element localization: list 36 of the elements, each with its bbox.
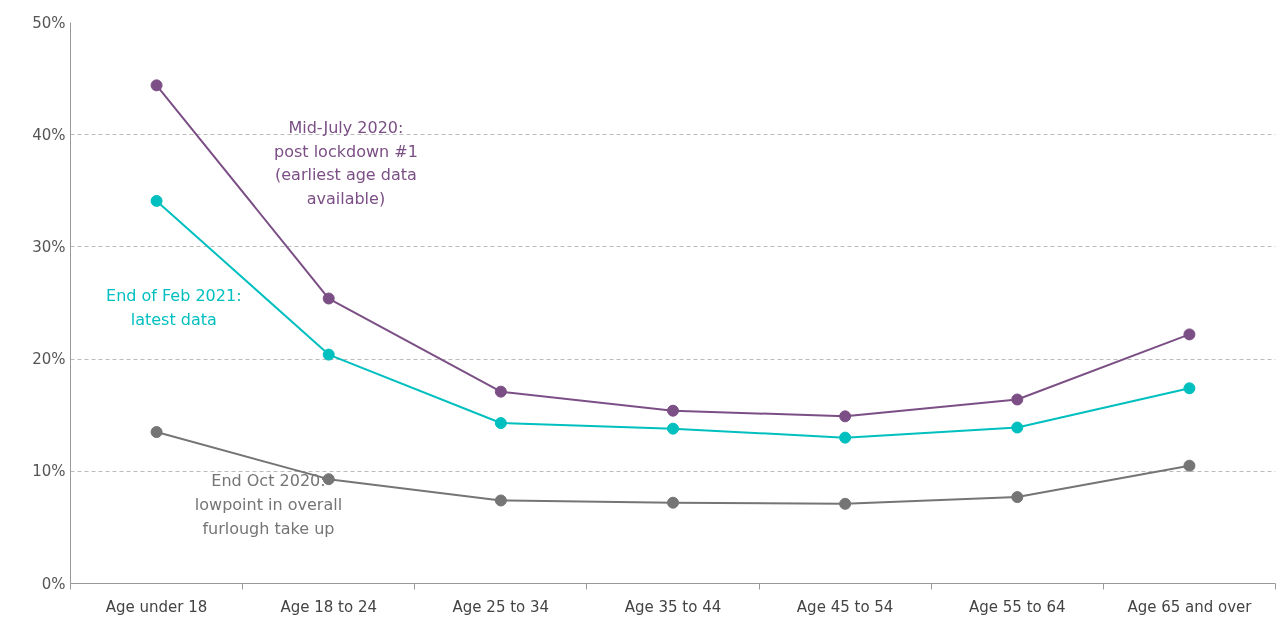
point [667,496,679,509]
point [839,497,852,510]
x-tick-label: Age 55 to 64 [969,597,1066,616]
point [322,292,335,305]
x-tick-label: Age 18 to 24 [280,597,377,616]
point [1011,491,1024,504]
x-tick-label: Age 45 to 54 [796,597,894,616]
x-tick-label: Age under 18 [105,597,208,616]
y-tick-label: 10% [32,462,66,481]
y-tick-label: 50% [32,13,66,32]
point [1183,459,1196,472]
x-tick-label: Age 65 and over [1127,597,1253,616]
x-tick-label: Age 35 to 44 [624,597,722,616]
point [1183,382,1196,395]
point [839,410,852,423]
point [150,79,163,92]
point [494,385,507,398]
series-label: Mid-July 2020: post lockdown #1 (earliest age data available) [274,117,418,209]
point [150,194,163,207]
y-tick-label: 40% [32,125,66,144]
point [494,417,507,430]
point [322,348,335,361]
series-label: End Oct 2020: lowpoint in overall furlough take up [194,471,343,538]
point [1011,421,1024,434]
point [494,494,507,507]
y-tick-label: 0% [41,574,66,593]
x-tick-label: Age 25 to 34 [452,597,550,616]
point [1183,328,1196,341]
y-tick-label: 30% [32,237,66,256]
y-tick-label: 20% [32,350,66,369]
point [150,426,163,439]
series-label: End of Feb 2021: latest data [106,286,242,329]
point [839,431,852,444]
point [667,404,679,417]
point [667,422,679,435]
point [1011,393,1024,406]
